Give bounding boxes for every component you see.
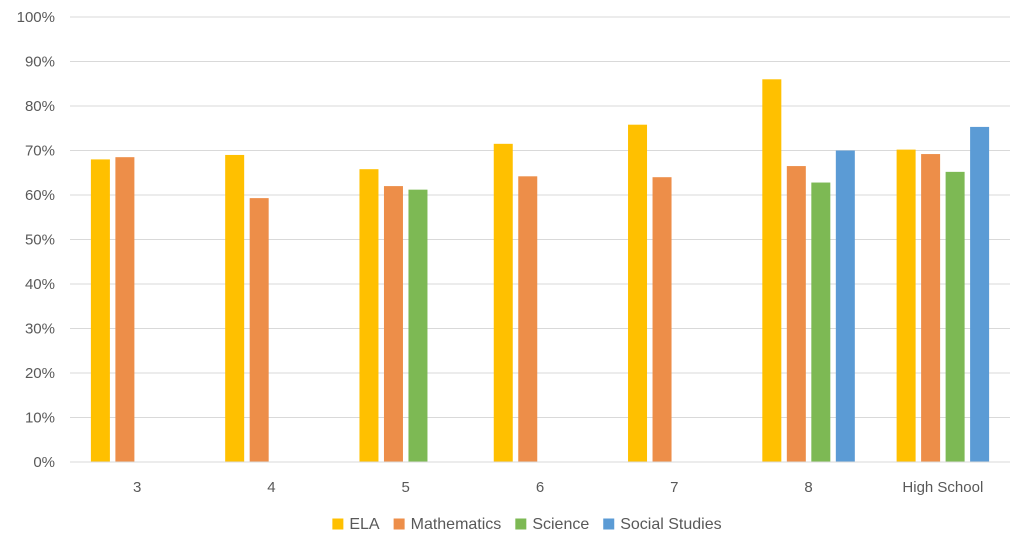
bar-mathematics bbox=[518, 176, 538, 462]
x-tick-label: 8 bbox=[804, 479, 812, 496]
bar-mathematics bbox=[921, 154, 941, 462]
legend-label: ELA bbox=[349, 516, 380, 533]
x-tick-label: 3 bbox=[133, 479, 141, 496]
bar-science bbox=[811, 182, 831, 463]
bar-mathematics bbox=[786, 166, 806, 462]
legend-swatch bbox=[393, 518, 405, 530]
bar-mathematics bbox=[652, 177, 672, 462]
x-axis-ticks: 3 4 5 6 7 8 High School bbox=[133, 479, 983, 496]
bar-ela bbox=[90, 159, 110, 462]
y-axis-ticks: 0% 10% 20% 30% 40% 50% 60% 70% 80% 90% 100% bbox=[17, 9, 55, 471]
bar-ela bbox=[493, 143, 513, 462]
bar-ela bbox=[762, 79, 782, 463]
bars bbox=[90, 79, 990, 463]
legend-label: Social Studies bbox=[620, 516, 721, 533]
y-tick-label: 80% bbox=[25, 98, 55, 115]
bar-science bbox=[945, 171, 965, 463]
bar-mathematics bbox=[383, 186, 403, 462]
bar-ela bbox=[896, 149, 916, 463]
y-tick-label: 30% bbox=[25, 321, 55, 338]
y-tick-label: 20% bbox=[25, 365, 55, 382]
gridlines bbox=[70, 16, 1010, 418]
bar-social-studies bbox=[835, 150, 855, 462]
bar-ela bbox=[225, 154, 245, 462]
x-tick-label: 5 bbox=[402, 479, 410, 496]
legend-label: Mathematics bbox=[411, 516, 502, 533]
y-tick-label: 50% bbox=[25, 232, 55, 249]
y-tick-label: 40% bbox=[25, 276, 55, 293]
legend-item: Mathematics bbox=[393, 516, 502, 533]
bar-mathematics bbox=[249, 198, 269, 463]
y-tick-label: 60% bbox=[25, 187, 55, 204]
y-tick-label: 100% bbox=[17, 9, 55, 26]
x-tick-label: 7 bbox=[670, 479, 678, 496]
bar-mathematics bbox=[115, 157, 135, 463]
bar-science bbox=[408, 189, 428, 462]
legend-label: Science bbox=[532, 516, 589, 533]
legend: ELA Mathematics Science Social Studies bbox=[332, 516, 722, 533]
bar-social-studies bbox=[970, 126, 990, 462]
y-tick-label: 10% bbox=[25, 410, 55, 427]
legend-item: Science bbox=[515, 516, 589, 533]
y-tick-label: 0% bbox=[33, 454, 55, 471]
y-tick-label: 90% bbox=[25, 54, 55, 71]
legend-swatch bbox=[332, 518, 344, 530]
y-tick-label: 70% bbox=[25, 143, 55, 160]
legend-item: ELA bbox=[332, 516, 380, 533]
bar-ela bbox=[628, 124, 648, 462]
x-tick-label: 4 bbox=[267, 479, 275, 496]
x-tick-label: High School bbox=[902, 479, 983, 496]
x-tick-label: 6 bbox=[536, 479, 544, 496]
bar-ela bbox=[359, 169, 379, 462]
legend-swatch bbox=[515, 518, 527, 530]
legend-swatch bbox=[603, 518, 615, 530]
legend-item: Social Studies bbox=[603, 516, 722, 533]
